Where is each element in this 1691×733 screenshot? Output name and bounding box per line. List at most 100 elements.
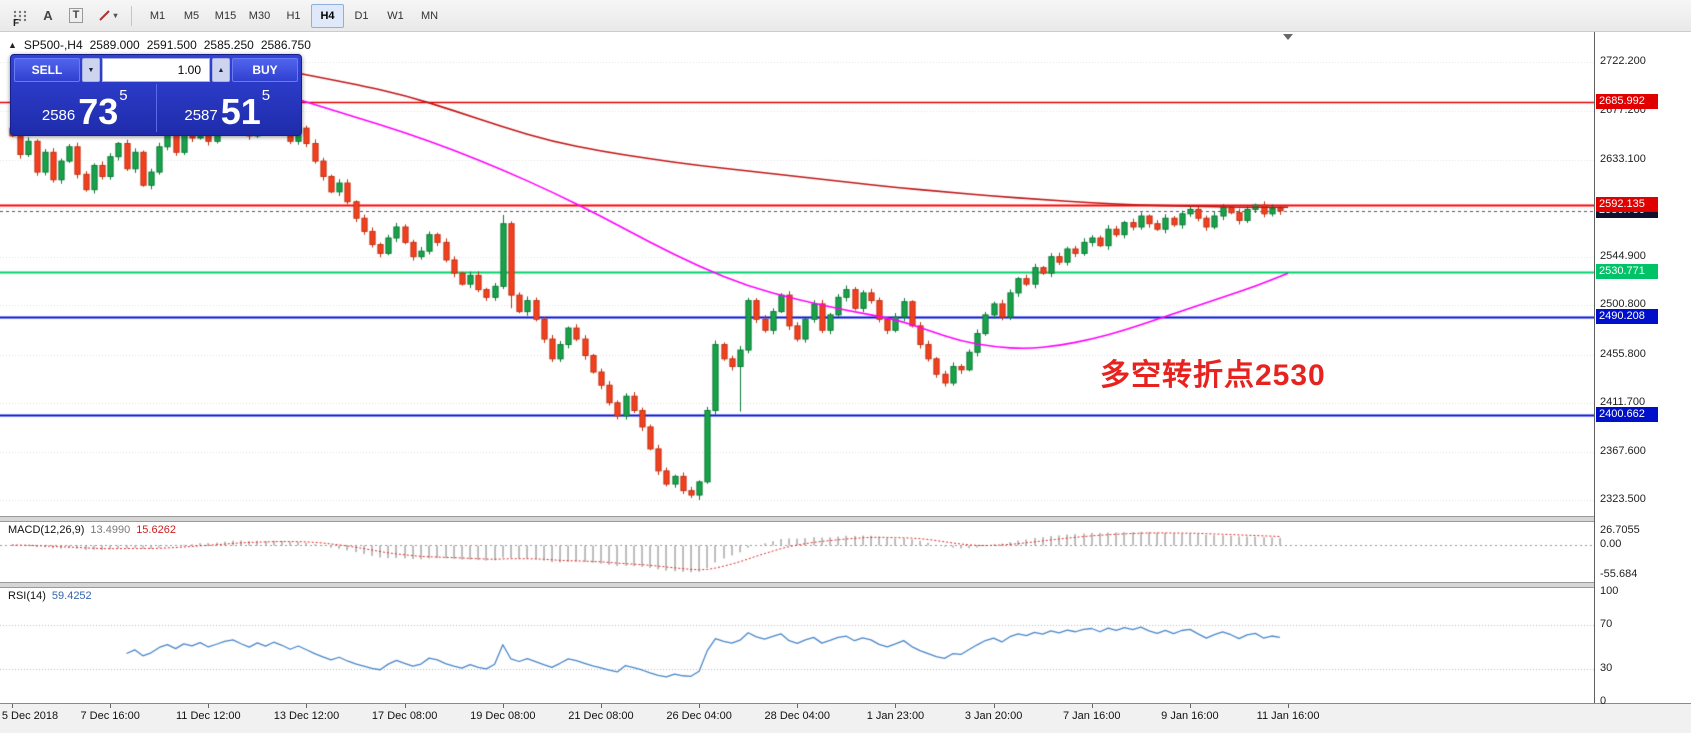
- rsi-label: RSI(14) 59.4252: [8, 590, 92, 602]
- price-badge: 2530.771: [1596, 264, 1658, 280]
- time-axis-tick: [699, 704, 701, 708]
- buy-button[interactable]: BUY: [232, 58, 298, 82]
- time-axis-label: 7 Dec 16:00: [80, 710, 140, 722]
- caret-down-icon: ▾: [113, 11, 118, 20]
- quote-open: 2589.000: [89, 38, 140, 52]
- time-axis-label: 3 Jan 20:00: [964, 710, 1023, 722]
- timeframe-button-h4[interactable]: H4: [311, 3, 344, 28]
- price-axis[interactable]: 2722.2002677.2002633.1002589.0002544.900…: [1594, 32, 1691, 707]
- timeframe-button-mn[interactable]: MN: [420, 9, 439, 22]
- timeframe-button-m5[interactable]: M5: [183, 9, 200, 22]
- time-axis-tick: [993, 704, 995, 708]
- price-axis-label: 2722.200: [1600, 55, 1646, 67]
- time-axis-label: 13 Dec 12:00: [273, 710, 340, 722]
- time-axis-label: 21 Dec 08:00: [568, 710, 634, 722]
- timeframe-button-m1[interactable]: M1: [149, 9, 166, 22]
- quote-low: 2585.250: [203, 38, 254, 52]
- sell-button[interactable]: SELL: [14, 58, 80, 82]
- trendline-icon: [99, 9, 111, 21]
- toolbar-handle-button[interactable]: [6, 3, 34, 29]
- time-axis-tick: [12, 704, 13, 708]
- rsi-value: 59.4252: [51, 590, 92, 602]
- chart-annotation: 多空转折点2530: [1100, 359, 1326, 392]
- price-axis-label: 2323.500: [1600, 493, 1646, 505]
- timeframe-button-d1[interactable]: D1: [354, 9, 369, 22]
- buy-price-big: 51: [220, 91, 261, 133]
- spin-down-icon: ▼: [87, 66, 95, 74]
- buy-price-display[interactable]: 2587 51 5: [155, 84, 299, 133]
- time-axis-tick: [1091, 704, 1093, 708]
- volume-increase-button[interactable]: ▲: [212, 58, 230, 82]
- timeframe-button-h1[interactable]: H1: [286, 9, 301, 22]
- spin-up-icon: ▲: [217, 66, 225, 74]
- macd-label: MACD(12,26,9) 13.4990 15.6262: [8, 524, 176, 536]
- grid-dots-icon: [13, 10, 26, 21]
- price-badge: 2592.135: [1596, 196, 1658, 212]
- toolbar-separator: [131, 5, 132, 26]
- pane-separator-rsi[interactable]: [0, 582, 1594, 588]
- textbox-tool-button[interactable]: T: [62, 3, 90, 29]
- time-axis-label: 9 Jan 16:00: [1161, 710, 1219, 722]
- one-click-toggle-icon[interactable]: ▲: [8, 40, 17, 50]
- macd-axis-label: 0.00: [1600, 538, 1622, 550]
- quote-line: ▲ SP500-,H4 2589.000 2591.500 2585.250 2…: [8, 38, 311, 52]
- rsi-axis-label: 70: [1600, 618, 1613, 630]
- time-axis-tick: [110, 704, 112, 708]
- macd-title: MACD(12,26,9): [8, 524, 85, 536]
- toolbar: A T ▾ M1 M5 M15 M30 H1 H4 D1 W1 MN F: [0, 0, 1691, 32]
- time-axis-tick: [600, 704, 602, 708]
- time-axis-label: 28 Dec 04:00: [764, 710, 830, 722]
- time-axis-tick: [797, 704, 799, 708]
- chart-shift-marker[interactable]: [1283, 34, 1293, 40]
- price-axis-label: 2455.800: [1600, 347, 1646, 360]
- time-axis-tick: [306, 704, 308, 708]
- sell-price-pip: 5: [119, 87, 128, 104]
- volume-input[interactable]: [102, 58, 210, 82]
- rsi-axis-label: 0: [1600, 695, 1607, 707]
- shapes-tool-button[interactable]: ▾: [90, 3, 126, 29]
- timeframe-button-w1[interactable]: W1: [387, 9, 404, 22]
- time-axis-label: 7 Jan 16:00: [1063, 710, 1121, 722]
- price-axis-label: 2367.600: [1600, 444, 1646, 457]
- chart-window: ▲ SP500-,H4 2589.000 2591.500 2585.250 2…: [0, 32, 1691, 733]
- timeframe-button-m15[interactable]: M15: [214, 9, 237, 22]
- time-axis-tick: [1189, 704, 1191, 708]
- time-axis-label: 11 Dec 12:00: [176, 710, 241, 722]
- time-axis-label: 5 Dec 2018: [1, 710, 59, 722]
- time-axis-tick: [208, 704, 210, 708]
- pane-separator-macd[interactable]: [0, 516, 1594, 522]
- price-axis-label: 2500.800: [1600, 298, 1646, 311]
- time-axis-label: 26 Dec 04:00: [666, 710, 732, 722]
- volume-decrease-button[interactable]: ▼: [82, 58, 100, 82]
- sell-price-display[interactable]: 2586 73 5: [14, 84, 156, 132]
- price-axis-label: 2544.900: [1600, 249, 1646, 262]
- one-click-trade-panel: SELL ▼ ▲ BUY 2586 73 5 2587 51 5: [10, 54, 302, 136]
- time-axis[interactable]: 5 Dec 2018 7 Dec 16:00 11 Dec 12:00 13 Dec …: [0, 703, 1691, 733]
- rsi-axis-label: 30: [1600, 662, 1613, 674]
- time-axis-tick: [1288, 704, 1290, 708]
- rsi-axis-label: 100: [1600, 585, 1619, 597]
- chart-plot-canvas[interactable]: [0, 32, 1594, 733]
- toolbar-float-label: F: [13, 18, 20, 29]
- time-axis-tick: [895, 704, 897, 708]
- price-axis-label: 2633.100: [1600, 152, 1646, 165]
- timeframe-button-m30[interactable]: M30: [248, 9, 271, 22]
- buy-price-pip: 5: [261, 87, 271, 104]
- macd-axis-label: -55.684: [1600, 568, 1638, 581]
- quote-close: 2586.750: [260, 38, 311, 52]
- time-axis-tick: [502, 704, 504, 708]
- textbox-icon: T: [68, 8, 84, 23]
- macd-axis-label: 26.7055: [1600, 523, 1640, 536]
- sell-price-main: 2586: [41, 107, 76, 124]
- text-tool-button[interactable]: A: [43, 8, 53, 23]
- rsi-title: RSI(14): [8, 590, 46, 602]
- time-axis-tick: [404, 704, 406, 708]
- time-axis-label: 1 Jan 23:00: [866, 710, 925, 722]
- quote-high: 2591.500: [146, 38, 197, 52]
- price-badge: 2685.992: [1596, 93, 1658, 109]
- buy-price-main: 2587: [184, 107, 218, 124]
- symbol-label: SP500-,H4: [23, 38, 83, 52]
- price-badge: 2490.208: [1596, 308, 1658, 324]
- time-axis-label: 11 Jan 16:00: [1256, 710, 1320, 722]
- price-badge: 2400.662: [1596, 407, 1658, 423]
